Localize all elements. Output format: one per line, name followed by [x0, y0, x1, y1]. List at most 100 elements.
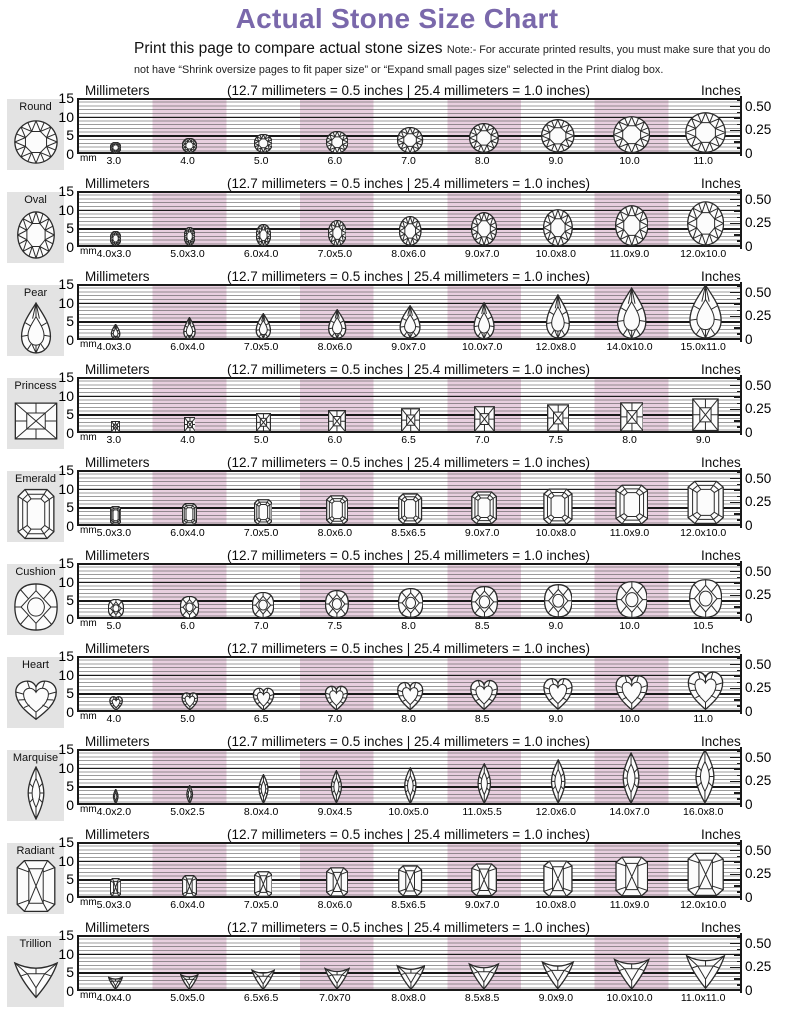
inch-ruler-tick: [734, 699, 742, 701]
inch-axis-title: Inches: [701, 455, 741, 470]
inch-ruler-tick: [730, 152, 742, 154]
stone-figure: [325, 590, 349, 618]
inch-ruler-tick: [737, 519, 742, 521]
conversion-header: (12.7 millimeters = 0.5 inches | 25.4 mi…: [227, 548, 590, 563]
inch-ruler-tick: [737, 192, 742, 195]
princess-stone-icon: [692, 398, 719, 432]
inch-ruler-tick: [737, 111, 742, 114]
inch-ruler-tick: [734, 885, 742, 887]
oval-stone-icon: [615, 205, 649, 246]
inch-tick-label: 0.50: [745, 749, 772, 765]
inch-ruler-tick: [730, 338, 742, 340]
inch-ruler-tick: [737, 147, 742, 149]
stone-size-label: 7.0x5.0: [317, 248, 353, 260]
stone-size-label: 6.0: [180, 620, 195, 632]
mm-tick-label: 5: [66, 592, 74, 609]
inch-ruler-tick: [730, 245, 742, 247]
inch-ruler-tick: [737, 309, 742, 312]
radiant-stone-icon: [110, 878, 121, 897]
marquise-stone-icon: [618, 752, 644, 804]
shape-icon-holder: [14, 578, 58, 635]
row-pear: Pear Millimeters (12.7 millimeters = 0.5 i…: [0, 269, 794, 362]
inch-ruler-tick: [734, 606, 742, 608]
heart-stone-icon: [109, 696, 123, 711]
mm-tick-label: 0: [66, 425, 74, 441]
trillion-stone-icon: [541, 959, 575, 990]
cushion-stone-icon: [252, 592, 274, 618]
emerald-stone-icon: [398, 493, 422, 525]
stone-size-label: 9.0x7.0: [464, 248, 500, 260]
mm-tick-label: 15: [58, 369, 74, 385]
stone-figure: [398, 588, 423, 618]
stone-size-label: 7.5: [548, 434, 564, 446]
inch-ruler-tick: [737, 798, 742, 800]
mm-gridline: [79, 989, 742, 991]
inch-ruler-tick: [730, 501, 742, 504]
stone-figure: [254, 313, 273, 339]
stone-size-label: 8.0x6.0: [317, 341, 353, 353]
stone-figure: [180, 596, 199, 618]
stone-figure: [108, 976, 123, 990]
radiant-stone-icon: [326, 867, 348, 897]
pear-stone-icon: [326, 309, 348, 339]
mm-tick-label: 0: [66, 146, 74, 162]
trillion-stone-icon: [324, 966, 350, 990]
stone-figure: [471, 491, 497, 525]
mm-tick-label: 10: [58, 666, 74, 683]
inch-ruler-tick: [737, 240, 742, 242]
inch-ruler-tick: [737, 681, 742, 684]
mm-unit-label: mm: [80, 804, 97, 815]
inch-tick-label: 0.25: [745, 587, 772, 603]
shape-name: Trillion: [19, 938, 52, 950]
princess-stone-icon: [620, 402, 644, 432]
stone-size-label: 16.0x8.0: [683, 806, 724, 818]
stone-size-label: 5.0x5.0: [170, 992, 205, 1004]
stone-figure: [685, 952, 726, 990]
mm-tick-label: 10: [58, 201, 74, 218]
row-header: Millimeters (12.7 millimeters = 0.5 inche…: [0, 83, 794, 98]
inch-tick-label: 0.50: [745, 377, 772, 393]
inch-ruler-tick: [734, 954, 742, 957]
oval-stone-icon: [184, 227, 195, 246]
stone-size-label: 8.5x6.5: [391, 899, 426, 911]
stone-size-label: 6.5: [253, 713, 269, 725]
shape-icon-holder: [14, 113, 58, 170]
conversion-header: (12.7 millimeters = 0.5 inches | 25.4 mi…: [227, 641, 590, 656]
marquise-stone-icon: [256, 774, 271, 804]
stone-figure: [689, 579, 722, 618]
pear-stone-icon: [397, 305, 423, 339]
row-header: Millimeters (12.7 millimeters = 0.5 inche…: [0, 176, 794, 191]
stone-size-label: 7.0x5.0: [243, 341, 279, 353]
inch-ruler-tick: [730, 198, 742, 201]
row-header: Millimeters (12.7 millimeters = 0.5 inche…: [0, 548, 794, 563]
oval-stone-icon: [471, 212, 497, 246]
stone-size-label: 7.0: [253, 620, 269, 632]
mm-gridline: [79, 209, 742, 212]
mm-gridline: [79, 302, 742, 305]
inch-ruler-tick: [734, 117, 742, 120]
inch-ruler-tick: [730, 105, 742, 108]
emerald-stone-icon: [254, 499, 273, 525]
stone-figure: [469, 123, 499, 153]
inch-ruler-tick: [730, 756, 742, 759]
pear-stone-icon: [182, 317, 197, 339]
stone-figure: [184, 227, 195, 246]
stone-size-label: 11.0: [693, 155, 713, 167]
inch-ruler-tick: [730, 687, 742, 690]
inch-ruler-tick: [734, 489, 742, 492]
stone-size-label: 5.0x3.0: [96, 899, 132, 911]
stone-figure: [615, 205, 649, 246]
inch-ruler-tick: [737, 135, 742, 137]
stone-size-label: 10.0x8.0: [535, 248, 576, 260]
stone-size-label: 9.0: [548, 713, 564, 725]
inch-ruler: [740, 933, 742, 993]
inch-tick-label: 0: [745, 425, 753, 440]
row-header: Millimeters (12.7 millimeters = 0.5 inche…: [0, 362, 794, 377]
inch-ruler-tick: [730, 570, 742, 573]
mm-tick-label: 15: [58, 183, 74, 199]
stone-size-label: 8.5x8.5: [464, 992, 500, 1004]
inch-ruler-tick: [734, 234, 742, 236]
cushion-stone-icon: [14, 583, 58, 631]
shape-label-box: Marquise: [7, 750, 64, 821]
princess-stone-icon: [474, 406, 495, 432]
